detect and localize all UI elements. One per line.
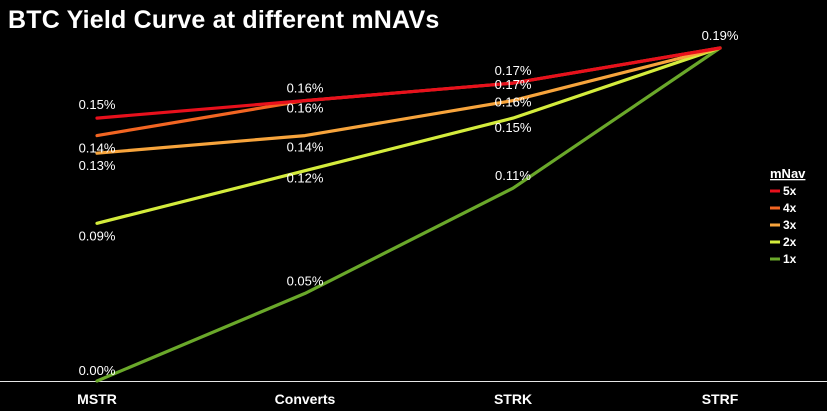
data-label: 0.11% xyxy=(495,168,531,183)
series-line-5x xyxy=(95,46,722,120)
x-tick-label: STRK xyxy=(494,391,532,407)
data-label: 0.00% xyxy=(79,363,116,378)
data-labels: 0.15% 0.16% 0.17% 0.14% 0.16% 0.17% 0.13% 0.14%… xyxy=(79,28,739,378)
data-label: 0.15% xyxy=(495,120,532,135)
data-label: 0.16% xyxy=(287,81,324,96)
legend-title: mNav xyxy=(770,166,806,181)
x-tick-labels: MSTR Converts STRK STRF xyxy=(77,391,739,407)
data-label: 0.14% xyxy=(287,140,324,155)
series-lines xyxy=(95,46,722,383)
legend-label-4x: 4x xyxy=(783,201,797,215)
data-label: 0.12% xyxy=(287,171,324,186)
data-label: 0.16% xyxy=(287,101,324,116)
data-label: 0.17% xyxy=(495,77,532,92)
x-tick-label: STRF xyxy=(702,391,739,407)
legend-label-2x: 2x xyxy=(783,235,797,249)
x-tick-label: Converts xyxy=(275,391,336,407)
data-label: 0.05% xyxy=(287,273,324,288)
series-line-3x xyxy=(95,46,722,155)
legend: mNav 5x 4x 3x 2x 1x xyxy=(770,166,806,266)
data-label: 0.14% xyxy=(79,141,116,156)
legend-label-1x: 1x xyxy=(783,252,797,266)
data-label: 0.17% xyxy=(495,63,532,78)
legend-label-3x: 3x xyxy=(783,218,797,232)
chart-title: BTC Yield Curve at different mNAVs xyxy=(8,6,440,34)
series-line-2x xyxy=(95,46,722,225)
data-label: 0.13% xyxy=(79,158,116,173)
x-tick-label: MSTR xyxy=(77,391,117,407)
series-line-1x xyxy=(95,46,722,383)
legend-label-5x: 5x xyxy=(783,184,797,198)
data-label: 0.19% xyxy=(702,28,739,43)
data-label: 0.16% xyxy=(495,95,532,110)
data-label: 0.09% xyxy=(79,228,116,243)
data-label: 0.15% xyxy=(79,97,116,112)
